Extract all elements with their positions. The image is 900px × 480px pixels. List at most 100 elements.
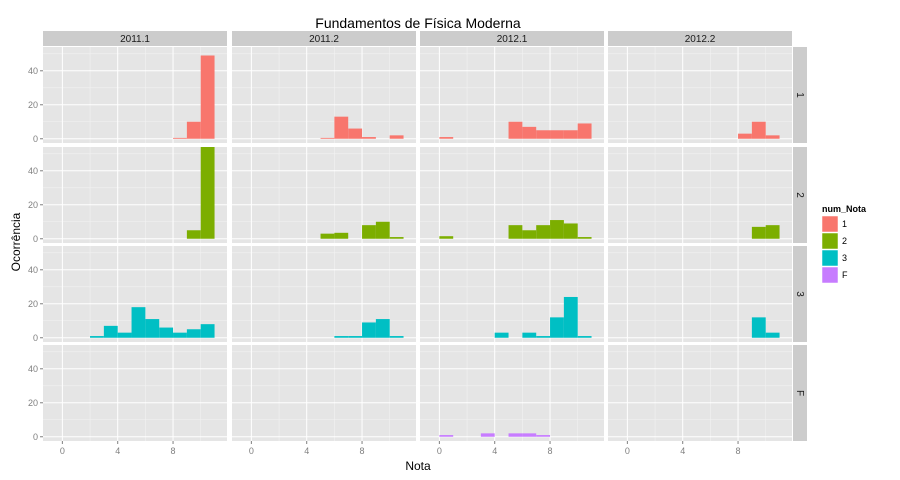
strip-background [232, 31, 416, 46]
histogram-bar [577, 123, 592, 139]
histogram-bar [563, 130, 578, 139]
column-strip-label: 2012.2 [685, 34, 716, 45]
histogram-bar [536, 435, 551, 437]
column-strip-label: 2012.1 [497, 34, 528, 45]
histogram-bar [522, 230, 537, 239]
histogram-bar [103, 325, 118, 338]
y-tick-label: 40 [28, 66, 38, 76]
histogram-bar [173, 332, 187, 338]
histogram-bar [375, 221, 390, 239]
x-tick-label: 4 [680, 446, 685, 456]
x-tick-label: 4 [115, 446, 120, 456]
row-strip-label: 3 [794, 291, 805, 297]
histogram-bar [186, 329, 201, 338]
bars-3-2012-1 [494, 296, 592, 338]
panel-F-2011-2 [232, 345, 416, 441]
histogram-bar [536, 130, 551, 139]
bars-2-2012-2 [751, 225, 780, 239]
histogram-bar [439, 236, 454, 239]
histogram-bar [522, 433, 537, 437]
legend-swatch [821, 266, 839, 284]
y-tick-label: 0 [33, 234, 38, 244]
bars-1-2012-2 [738, 121, 780, 139]
panel-background [232, 47, 416, 143]
y-axes: 0 20 40 0 20 40 0 20 40 0 20 40 [28, 66, 43, 442]
strip-background [793, 246, 807, 342]
histogram-bar [765, 332, 780, 338]
bars-1-2012-1 [439, 121, 592, 139]
histogram-bar [494, 332, 509, 338]
y-tick-label: 40 [28, 265, 38, 275]
bars-2-2011-1 [186, 147, 215, 239]
y-tick-label: 20 [28, 398, 38, 408]
histogram-bar [522, 332, 537, 338]
histogram-bar [200, 324, 215, 338]
row-strip-label: 1 [794, 92, 805, 98]
facet-panels [43, 47, 792, 441]
histogram-bar [348, 336, 363, 338]
strip-background [793, 147, 807, 243]
panel-background [232, 345, 416, 441]
bars-2-2012-1 [439, 220, 592, 239]
facet-strips: 2011.1 2011.2 2012.1 2012.2 1 2 3 F [43, 31, 807, 441]
histogram-bar [577, 336, 592, 338]
panel-background [420, 345, 604, 441]
legend: num_Nota 1 2 3 F [821, 204, 867, 284]
histogram-bar [508, 433, 523, 437]
legend-label: 2 [842, 236, 847, 246]
strip-background [793, 47, 807, 143]
legend-label: 3 [842, 253, 847, 263]
legend-label: 1 [842, 219, 847, 229]
legend-swatch [821, 249, 839, 267]
histogram-bar [200, 55, 215, 139]
histogram-bar [320, 137, 335, 139]
y-tick-label: 40 [28, 166, 38, 176]
x-tick-label: 0 [437, 446, 442, 456]
strip-background [420, 31, 604, 46]
histogram-bar [362, 225, 376, 239]
histogram-bar [159, 327, 174, 338]
panel-2-2011-1 [43, 147, 227, 243]
x-tick-label: 8 [171, 446, 176, 456]
panel-F-2012-2 [608, 345, 792, 441]
histogram-bar [765, 135, 780, 139]
histogram-bar [375, 319, 390, 338]
strip-background [608, 31, 792, 46]
bars-3-2011-2 [334, 319, 404, 338]
panel-1-2011-1 [43, 47, 227, 143]
histogram-bar [145, 319, 160, 338]
chart-title: Fundamentos de Física Moderna [315, 15, 521, 31]
histogram-bar [362, 322, 376, 338]
x-tick-label: 0 [625, 446, 630, 456]
panel-background [43, 147, 227, 243]
panel-F-2012-1 [420, 345, 604, 441]
histogram-bar [751, 317, 766, 338]
histogram-bar [536, 225, 551, 239]
column-strip-label: 2011.2 [309, 34, 339, 45]
histogram-bar [439, 435, 454, 437]
y-tick-label: 0 [33, 432, 38, 442]
y-tick-label: 40 [28, 364, 38, 374]
x-axis-title: Nota [405, 459, 431, 473]
histogram-bar [117, 332, 132, 338]
x-tick-label: 8 [548, 446, 553, 456]
histogram-bar [550, 220, 564, 239]
histogram-bar [186, 121, 201, 139]
histogram-bar [334, 116, 349, 139]
y-axis-title: Ocorrência [9, 212, 23, 271]
bars-3-2012-2 [751, 317, 780, 338]
histogram-bar [186, 230, 201, 239]
histogram-bar [765, 225, 780, 239]
bars-1-2011-1 [173, 55, 215, 139]
x-tick-label: 8 [736, 446, 741, 456]
row-strip-label: F [794, 390, 805, 396]
bars-3-2011-1 [90, 307, 215, 338]
legend-swatch [821, 215, 839, 233]
x-tick-label: 0 [60, 446, 65, 456]
histogram-bar [334, 232, 349, 239]
y-tick-label: 20 [28, 299, 38, 309]
x-tick-label: 8 [360, 446, 365, 456]
y-tick-label: 0 [33, 134, 38, 144]
histogram-bar [550, 130, 564, 139]
